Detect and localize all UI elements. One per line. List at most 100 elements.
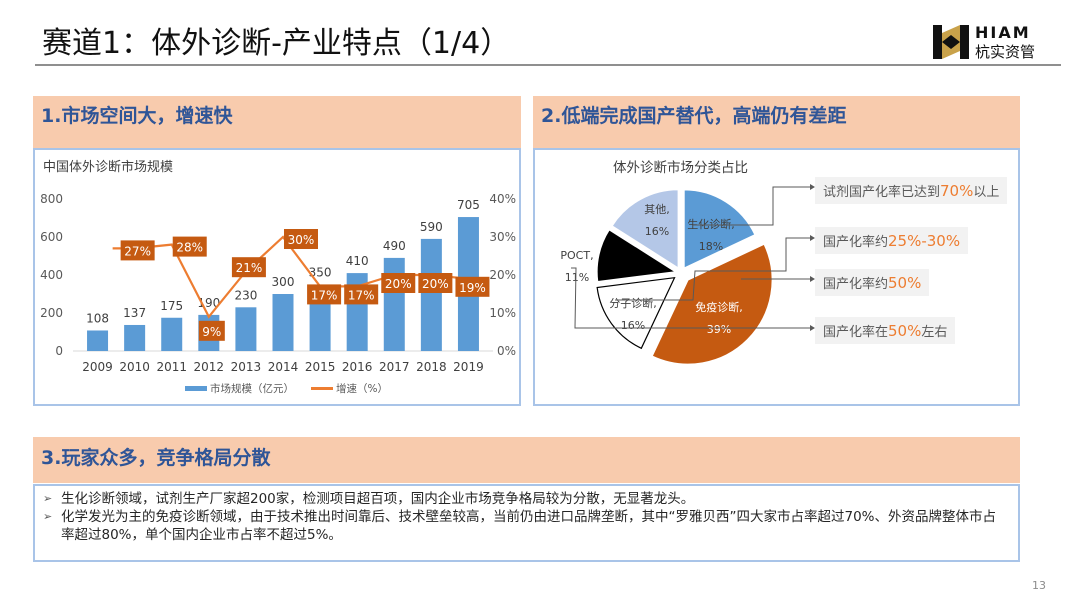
bar-value-label: 108 — [86, 311, 109, 325]
arrow-bullet-icon: ➢ — [43, 492, 53, 505]
bar-2009 — [87, 330, 109, 351]
bar-2014 — [272, 294, 294, 351]
section-2-title: 2.低端完成国产替代，高端仍有差距 — [541, 105, 847, 127]
bar-value-label: 230 — [234, 288, 257, 302]
pie-label-name: 分子诊断, — [609, 296, 657, 310]
growth-value-label: 30% — [288, 233, 315, 247]
growth-label-box — [231, 257, 266, 278]
pie-chart-title: 体外诊断市场分类占比 — [613, 160, 748, 176]
header-divider — [35, 64, 1061, 66]
pie-label-pct: 18% — [699, 240, 723, 253]
pie-label-pct: 39% — [707, 323, 731, 336]
pie-label-name: 其他, — [644, 203, 670, 216]
legend-bar-label: 市场规模（亿元） — [210, 382, 294, 395]
arrow-head-icon — [810, 325, 815, 331]
pie-slice-POCT — [596, 229, 677, 283]
growth-label-box — [198, 320, 225, 341]
bullet-text: 生化诊断领域，试剂生产厂家超200家，检测项目超百项，国内企业市场竞争格局较为分… — [61, 491, 695, 507]
pie-slice-其他 — [611, 189, 679, 269]
growth-value-label: 17% — [311, 288, 338, 302]
market-share-pie-panel: 体外诊断市场分类占比 生化诊断, 18% 免疫诊断, 39% 分子诊断, 16% POCT,… — [533, 148, 1020, 406]
callout-text: 以上 — [973, 185, 1000, 200]
pie-slice-分子诊断 — [596, 276, 676, 350]
bar-value-label: 137 — [123, 306, 146, 320]
x-tick-label: 2018 — [416, 360, 447, 374]
callout-connector-line — [571, 267, 811, 329]
pie-label-pct: 11% — [565, 271, 589, 284]
market-size-combo-chart: 0 200 400 600 800 0% 10% 20% 30% 40% 108 2009 137 201… — [40, 192, 516, 395]
competition-bullets-panel: ➢ 生化诊断领域，试剂生产厂家超200家，检测项目超百项，国内企业市场竞争格局较… — [33, 484, 1020, 562]
hiam-logo-icon — [933, 25, 969, 59]
growth-value-label: 20% — [385, 277, 412, 291]
growth-label-box — [284, 229, 318, 249]
callout-highlight: 70% — [940, 182, 974, 200]
y-left-tick-label: 200 — [40, 306, 63, 320]
growth-label-box — [172, 236, 207, 257]
growth-label-box — [381, 273, 416, 293]
arrow-head-icon — [810, 235, 815, 241]
pie-label-pct: 16% — [621, 319, 645, 332]
bar-chart-title: 中国体外诊断市场规模 — [43, 160, 174, 175]
legend-bar-swatch — [185, 386, 207, 391]
arrow-head-icon — [810, 184, 815, 190]
arrow-bullet-icon: ➢ — [43, 510, 53, 523]
bullet-item: ➢ 生化诊断领域，试剂生产厂家超200家，检测项目超百项，国内企业市场竞争格局较… — [43, 490, 1003, 508]
x-tick-label: 2013 — [231, 360, 262, 374]
x-tick-label: 2019 — [453, 360, 484, 374]
pie-slice-生化诊断 — [683, 189, 756, 269]
company-logo: HIAM 杭实资管 — [933, 23, 1058, 61]
y-right-tick-label: 10% — [489, 306, 516, 320]
bar-value-label: 175 — [160, 299, 183, 313]
x-tick-label: 2012 — [194, 360, 225, 374]
callout-text: 国产化率约 — [823, 235, 889, 250]
growth-value-label: 19% — [459, 281, 486, 295]
growth-value-label: 9% — [202, 325, 221, 339]
growth-value-label: 17% — [348, 288, 375, 302]
market-share-pie-chart: 生化诊断, 18% 免疫诊断, 39% 分子诊断, 16% POCT, 11% 其他, 16% — [560, 184, 815, 365]
page-number: 13 — [1032, 579, 1046, 592]
pie-label-pct: 16% — [645, 225, 669, 238]
callout-biochem: 试剂国产化率已达到70%以上 — [815, 177, 1008, 204]
y-left-tick-label: 600 — [40, 230, 63, 244]
bar-value-label: 300 — [272, 275, 295, 289]
x-tick-label: 2016 — [342, 360, 373, 374]
logo-text-en: HIAM — [975, 23, 1031, 42]
bar-value-label: 410 — [346, 254, 369, 268]
callout-text: 左右 — [921, 325, 948, 340]
callout-text: 国产化率约 — [823, 277, 889, 292]
pie-slice-免疫诊断 — [651, 243, 773, 365]
x-tick-label: 2011 — [156, 360, 187, 374]
y-left-tick-label: 800 — [40, 192, 63, 206]
pie-label-name: 免疫诊断, — [695, 300, 743, 314]
page-title: 赛道1：体外诊断-产业特点（1/4） — [42, 26, 511, 61]
callout-molecular: 国产化率约25%-30% — [815, 227, 969, 254]
bar-2017 — [383, 257, 405, 351]
y-right-tick-label: 0% — [497, 344, 516, 358]
bar-value-label: 705 — [457, 198, 480, 212]
section-1-title: 1.市场空间大，增速快 — [41, 105, 233, 127]
growth-value-label: 28% — [176, 241, 203, 255]
callout-highlight: 50% — [888, 274, 922, 292]
growth-label-box — [418, 273, 453, 293]
y-right-tick-label: 20% — [489, 268, 516, 282]
bullet-item: ➢ 化学发光为主的免疫诊断领域，由于技术推出时间靠后、技术壁垒较高，当前仍由进口… — [43, 508, 1003, 544]
section-3-title: 3.玩家众多，竞争格局分散 — [41, 447, 271, 469]
x-tick-label: 2014 — [268, 360, 299, 374]
pie-label-name: POCT, — [560, 249, 593, 262]
growth-label-box — [344, 284, 379, 305]
legend-line-label: 增速（%） — [336, 382, 388, 395]
x-tick-label: 2015 — [305, 360, 336, 374]
callout-highlight: 25%-30% — [888, 232, 961, 250]
growth-value-label: 20% — [422, 277, 449, 291]
logo-text-cn: 杭实资管 — [975, 43, 1036, 61]
x-tick-label: 2010 — [119, 360, 150, 374]
bar-value-label: 490 — [383, 239, 406, 253]
arrow-head-icon — [810, 276, 815, 282]
section-1-header: 1.市场空间大，增速快 — [33, 96, 521, 148]
y-right-tick-label: 40% — [489, 192, 516, 206]
bar-2013 — [235, 307, 257, 351]
legend-line-swatch — [311, 387, 333, 390]
growth-label-box — [120, 240, 155, 261]
callout-connector-line — [693, 186, 811, 226]
x-tick-label: 2009 — [82, 360, 113, 374]
